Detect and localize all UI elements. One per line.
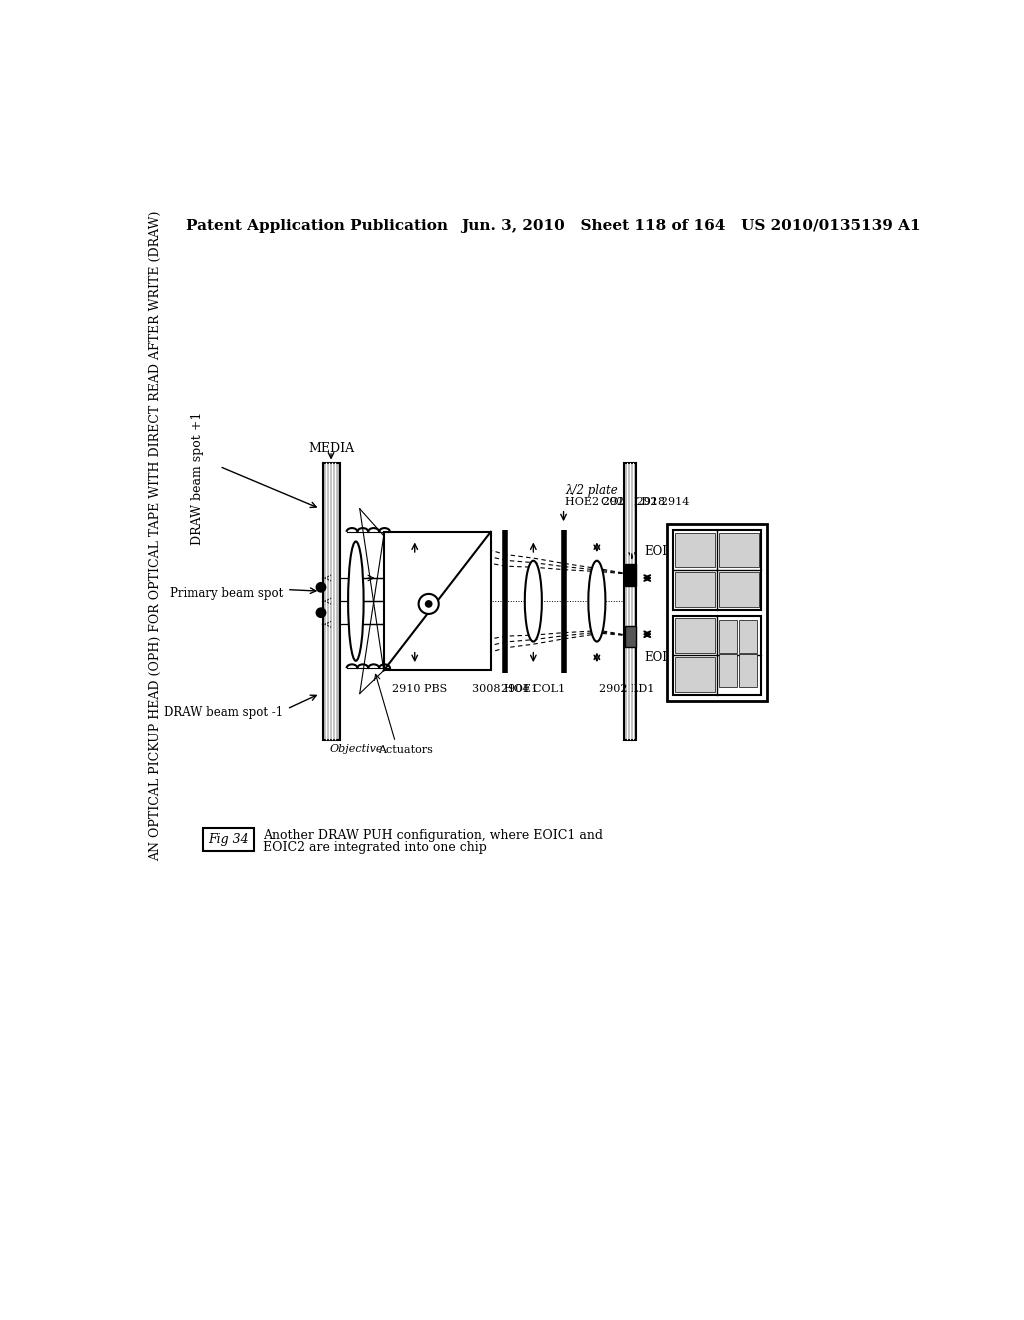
Bar: [625, 626, 636, 647]
Text: COL2 2918: COL2 2918: [601, 498, 665, 507]
Bar: [673, 531, 761, 610]
Bar: [719, 572, 759, 607]
Circle shape: [419, 594, 438, 614]
Text: Objective: Objective: [329, 743, 383, 754]
Ellipse shape: [525, 561, 542, 642]
Bar: [667, 524, 767, 701]
Bar: [719, 532, 759, 568]
Bar: [203, 829, 254, 851]
Text: 3008 HOE1: 3008 HOE1: [472, 684, 539, 694]
Bar: [675, 657, 715, 692]
Bar: [719, 619, 737, 653]
Text: 2904 COL1: 2904 COL1: [502, 684, 565, 694]
Text: DRAW beam spot -1: DRAW beam spot -1: [164, 706, 283, 719]
Text: Patent Application Publication: Patent Application Publication: [186, 219, 449, 234]
Bar: [738, 655, 757, 688]
Text: λ/2 plate: λ/2 plate: [565, 484, 617, 498]
Text: 2910 PBS: 2910 PBS: [391, 684, 446, 694]
Bar: [384, 532, 490, 671]
Circle shape: [425, 601, 432, 607]
Bar: [675, 532, 715, 568]
Text: HOE2 2920: HOE2 2920: [565, 498, 631, 507]
Text: Actuators: Actuators: [378, 744, 433, 755]
Text: 2902 LD1: 2902 LD1: [599, 684, 654, 694]
Text: Another DRAW PUH configuration, where EOIC1 and: Another DRAW PUH configuration, where EO…: [263, 829, 603, 842]
Bar: [625, 564, 636, 586]
Bar: [675, 618, 715, 653]
Text: LD2 2914: LD2 2914: [634, 498, 689, 507]
Text: EOIC2 are integrated into one chip: EOIC2 are integrated into one chip: [263, 841, 486, 854]
Text: Jun. 3, 2010   Sheet 118 of 164   US 2010/0135139 A1: Jun. 3, 2010 Sheet 118 of 164 US 2010/01…: [461, 219, 921, 234]
Text: AN OPTICAL PICKUP HEAD (OPH) FOR OPTICAL TAPE WITH DIRECT READ AFTER WRITE (DRAW: AN OPTICAL PICKUP HEAD (OPH) FOR OPTICAL…: [148, 210, 162, 861]
Circle shape: [315, 607, 327, 618]
Circle shape: [315, 582, 327, 593]
Bar: [719, 655, 737, 688]
Text: Fig 34: Fig 34: [208, 833, 249, 846]
Text: MEDIA: MEDIA: [308, 442, 354, 455]
Ellipse shape: [348, 541, 364, 661]
Text: Primary beam spot: Primary beam spot: [170, 587, 283, 601]
Text: EOIC2: EOIC2: [644, 545, 684, 557]
Text: DRAW beam spot +1: DRAW beam spot +1: [191, 412, 204, 545]
Text: EOIC1: EOIC1: [644, 651, 684, 664]
Bar: [673, 616, 761, 696]
Bar: [323, 462, 340, 739]
Bar: [738, 619, 757, 653]
Bar: [624, 462, 636, 739]
Ellipse shape: [589, 561, 605, 642]
Bar: [675, 572, 715, 607]
